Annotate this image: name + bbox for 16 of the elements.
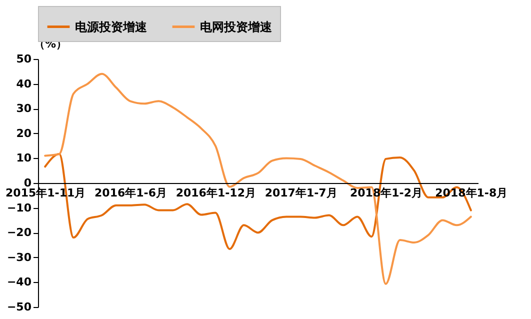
y-tick-label: −20 [6, 226, 32, 240]
y-tick-label: 40 [16, 77, 32, 90]
x-tick-label: 2016年1-6月 [94, 186, 168, 200]
legend-label: 电网投资增速 [200, 20, 273, 34]
y-tick-label: 0 [24, 176, 32, 190]
y-tick-label: −30 [6, 250, 32, 264]
x-tick-label: 2017年1-7月 [264, 186, 338, 200]
y-tick-label: −50 [6, 300, 32, 314]
y-tick-label: −40 [6, 276, 32, 289]
y-tick-label: 50 [16, 52, 32, 66]
y-tick-label: −10 [6, 201, 32, 214]
y-tick-label: 30 [16, 102, 32, 116]
y-tick-label: 10 [16, 152, 32, 165]
x-tick-label: 2016年1-12月 [176, 186, 256, 200]
y-tick-label: 20 [16, 126, 32, 140]
legend-label: 电源投资增速 [75, 20, 148, 34]
